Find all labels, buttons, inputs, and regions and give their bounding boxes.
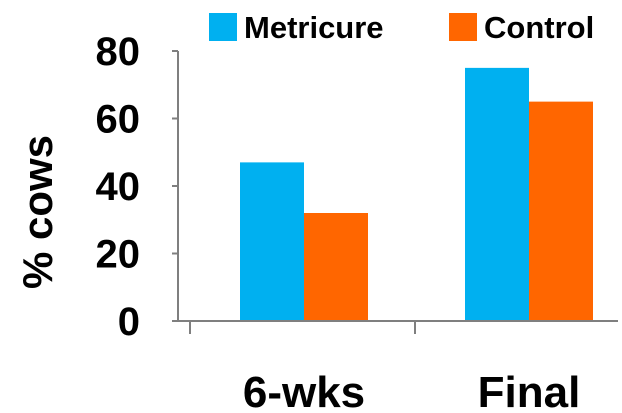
legend-label-metricure: Metricure [244,10,384,45]
x-category-label-final: Final [478,368,581,413]
y-tick-label-20: 20 [96,233,141,277]
legend-label-control: Control [484,10,594,45]
bar-control-6-wks [304,213,368,321]
y-axis-title: % cows [14,135,61,289]
bar-control-final [529,101,593,321]
y-tick-label-80: 80 [96,30,141,74]
bars [240,67,593,321]
y-tick-label-40: 40 [96,165,141,209]
legend-swatch-control [449,13,477,41]
x-category-label-6-wks: 6-wks [243,368,365,413]
bar-metricure-final [465,67,529,321]
legend: Metricure Control [209,10,594,45]
x-axis: 6-wks Final [178,320,618,413]
y-tick-label-60: 60 [96,98,141,142]
legend-swatch-metricure [209,13,237,41]
bar-metricure-6-wks [240,162,304,321]
y-axis-ticks: 0 20 40 60 80 [96,30,179,344]
y-tick-label-0: 0 [118,300,140,344]
